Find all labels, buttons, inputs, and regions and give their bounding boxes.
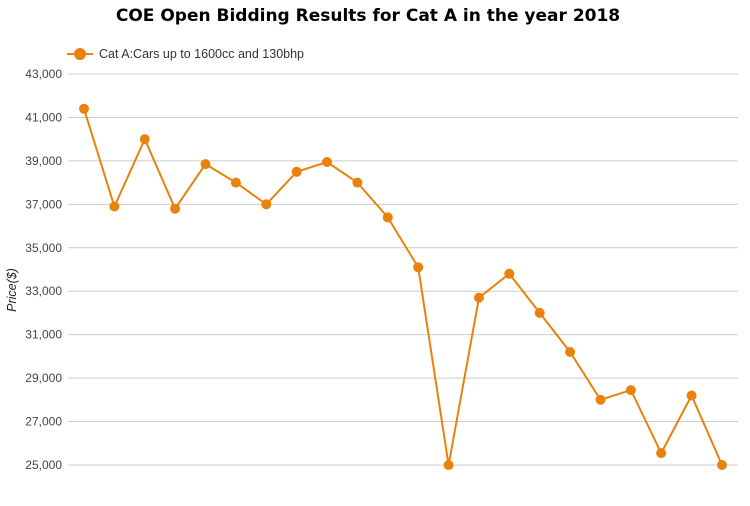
- gridlines: [68, 73, 738, 466]
- data-point[interactable]: [413, 262, 424, 273]
- y-axis-ticks: 25,000 27,000 29,000 31,000 33,000 35,000 37,0…: [25, 67, 62, 472]
- y-tick-label: 29,000: [25, 371, 62, 385]
- data-point[interactable]: [261, 199, 272, 210]
- y-tick-label: 39,000: [25, 154, 62, 168]
- data-point[interactable]: [382, 212, 393, 223]
- y-tick-label: 35,000: [25, 241, 62, 255]
- data-point[interactable]: [109, 201, 120, 212]
- y-tick-label: 27,000: [25, 415, 62, 429]
- data-point[interactable]: [352, 177, 363, 188]
- data-point[interactable]: [170, 203, 181, 214]
- y-tick-label: 41,000: [25, 110, 62, 124]
- data-point[interactable]: [291, 166, 302, 177]
- chart-title: COE Open Bidding Results for Cat A in th…: [115, 6, 621, 26]
- series-line: [83, 108, 723, 466]
- y-tick-label: 25,000: [25, 458, 62, 472]
- data-point[interactable]: [534, 307, 545, 318]
- legend-series-label: Cat A:Cars up to 1600cc and 130bhp: [99, 47, 305, 61]
- data-point[interactable]: [686, 390, 697, 401]
- data-point[interactable]: [565, 347, 576, 357]
- data-point[interactable]: [656, 448, 667, 459]
- y-tick-label: 37,000: [25, 197, 62, 211]
- data-point[interactable]: [322, 157, 332, 167]
- series-layer: [79, 103, 727, 470]
- y-tick-label: 43,000: [25, 67, 62, 81]
- data-point[interactable]: [595, 394, 606, 405]
- legend-series-marker: [67, 47, 93, 61]
- data-point[interactable]: [625, 385, 636, 396]
- y-tick-label: 31,000: [25, 328, 62, 342]
- data-point[interactable]: [139, 134, 150, 145]
- data-point[interactable]: [474, 292, 484, 303]
- data-point[interactable]: [79, 103, 89, 114]
- data-point[interactable]: [200, 159, 211, 170]
- data-point[interactable]: [717, 460, 727, 470]
- y-tick-label: 33,000: [25, 284, 62, 298]
- data-point[interactable]: [504, 268, 515, 279]
- data-point[interactable]: [443, 460, 454, 470]
- legend[interactable]: Cat A:Cars up to 1600cc and 130bhp: [67, 46, 304, 62]
- data-point[interactable]: [230, 177, 241, 188]
